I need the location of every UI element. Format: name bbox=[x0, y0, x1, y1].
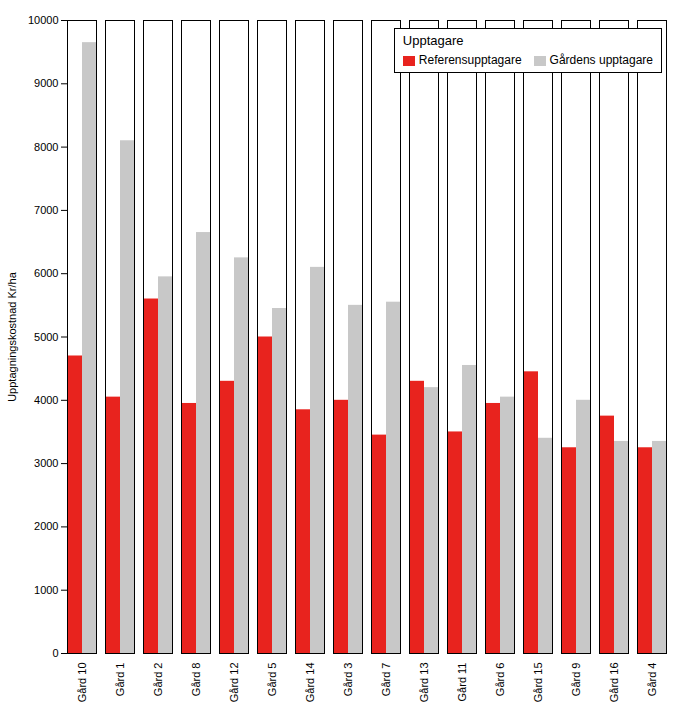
svg-text:Gård 8: Gård 8 bbox=[190, 663, 202, 697]
svg-text:9000: 9000 bbox=[34, 77, 58, 89]
svg-text:0: 0 bbox=[52, 647, 58, 659]
svg-text:Gård 5: Gård 5 bbox=[266, 663, 278, 697]
svg-text:7000: 7000 bbox=[34, 204, 58, 216]
svg-text:Gård 12: Gård 12 bbox=[228, 663, 240, 703]
svg-text:Upptagningskostnad Kr/ha: Upptagningskostnad Kr/ha bbox=[6, 271, 18, 402]
svg-text:Gård 7: Gård 7 bbox=[380, 663, 392, 697]
svg-text:3000: 3000 bbox=[34, 457, 58, 469]
svg-text:Gård 1: Gård 1 bbox=[114, 663, 126, 697]
svg-text:Gård 14: Gård 14 bbox=[304, 663, 316, 703]
html-text:Gårdens upptagare: Gårdens upptagare bbox=[549, 52, 653, 67]
svg-text:10000: 10000 bbox=[28, 14, 59, 26]
svg-text:Gård 15: Gård 15 bbox=[532, 663, 544, 703]
html-text:Upptagare: Upptagare bbox=[402, 33, 464, 48]
svg-text:Gård 16: Gård 16 bbox=[608, 663, 620, 703]
svg-text:4000: 4000 bbox=[34, 394, 58, 406]
svg-text:Gård 6: Gård 6 bbox=[494, 663, 506, 697]
svg-text:1000: 1000 bbox=[34, 584, 58, 596]
svg-text:Gård 2: Gård 2 bbox=[152, 663, 164, 697]
svg-text:Gård 11: Gård 11 bbox=[456, 663, 468, 702]
svg-text:5000: 5000 bbox=[34, 331, 58, 343]
svg-text:Gård 13: Gård 13 bbox=[418, 663, 430, 703]
svg-text:Gård 3: Gård 3 bbox=[342, 663, 354, 697]
html-text:Referensupptagare: Referensupptagare bbox=[418, 52, 522, 67]
svg-text:8000: 8000 bbox=[34, 141, 58, 153]
svg-text:6000: 6000 bbox=[34, 267, 58, 279]
svg-text:Gård 10: Gård 10 bbox=[76, 663, 88, 703]
svg-text:2000: 2000 bbox=[34, 520, 58, 532]
svg-text:Gård 4: Gård 4 bbox=[646, 663, 658, 697]
svg-text:Gård 9: Gård 9 bbox=[570, 663, 582, 697]
